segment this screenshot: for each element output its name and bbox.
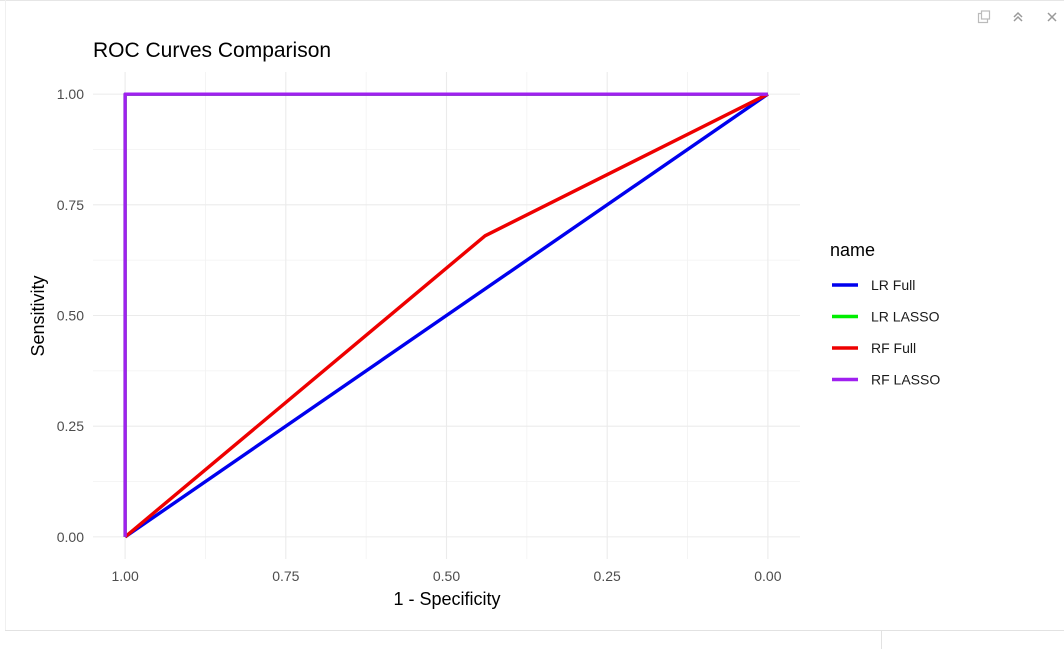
close-icon[interactable] bbox=[1044, 9, 1060, 25]
series-line-lr-full bbox=[124, 92, 769, 539]
x-tick-label: 0.25 bbox=[594, 568, 621, 584]
legend-label-rf-full: RF Full bbox=[871, 340, 916, 356]
x-tick-label: 0.75 bbox=[272, 568, 299, 584]
x-tick-labels: 1.00 0.75 0.50 0.25 0.00 bbox=[112, 568, 782, 584]
x-tick-label: 0.00 bbox=[754, 568, 781, 584]
double-chevron-up-icon[interactable] bbox=[1010, 9, 1026, 25]
y-tick-label: 0.75 bbox=[57, 197, 84, 213]
top-border bbox=[0, 0, 1064, 1]
y-tick-label: 0.00 bbox=[57, 529, 84, 545]
roc-chart: ROC Curves Comparison 1.00 0.75 0.50 0.25 0.… bbox=[28, 39, 940, 609]
chart-title: ROC Curves Comparison bbox=[93, 39, 331, 62]
y-tick-label: 0.25 bbox=[57, 418, 84, 434]
series-line-rf-lasso bbox=[123, 92, 768, 537]
x-tick-label: 1.00 bbox=[112, 568, 139, 584]
x-axis-title: 1 - Specificity bbox=[393, 589, 500, 609]
y-axis-title: Sensitivity bbox=[28, 275, 48, 356]
legend-label-rf-lasso: RF LASSO bbox=[871, 372, 940, 388]
bottom-divider bbox=[881, 631, 882, 649]
legend-label-lr-lasso: LR LASSO bbox=[871, 309, 940, 325]
legend: name LR Full LR LASSO RF Full RF LASSO bbox=[830, 240, 940, 388]
series-layer bbox=[123, 92, 769, 539]
popout-icon[interactable] bbox=[976, 9, 992, 25]
bottom-bar bbox=[5, 630, 1064, 649]
y-tick-label: 0.50 bbox=[57, 308, 84, 324]
legend-label-lr-full: LR Full bbox=[871, 277, 915, 293]
y-tick-labels: 0.00 0.25 0.50 0.75 1.00 bbox=[57, 86, 84, 545]
legend-title: name bbox=[830, 240, 875, 260]
x-tick-label: 0.50 bbox=[433, 568, 460, 584]
series-line-rf-full bbox=[124, 92, 769, 539]
y-tick-label: 1.00 bbox=[57, 86, 84, 102]
left-border bbox=[5, 0, 6, 648]
pane-controls bbox=[976, 9, 1060, 25]
